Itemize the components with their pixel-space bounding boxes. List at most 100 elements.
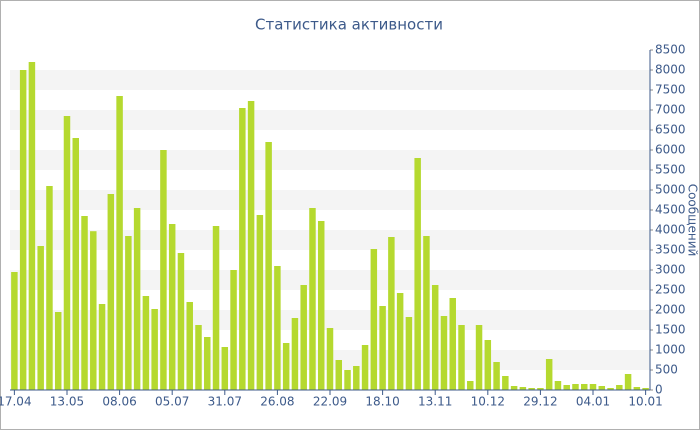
- bar: [458, 325, 465, 390]
- y-tick-label: 1000: [655, 343, 686, 357]
- y-tick-label: 6000: [655, 143, 686, 157]
- bar: [195, 325, 202, 390]
- bar: [309, 208, 316, 390]
- bar: [353, 366, 360, 390]
- bar: [46, 186, 53, 390]
- bar: [554, 381, 562, 390]
- x-tick-label: 18.10: [365, 395, 399, 409]
- bar: [90, 231, 97, 390]
- y-tick-label: 8000: [655, 63, 686, 77]
- bar: [274, 266, 281, 390]
- x-tick-label: 26.08: [260, 395, 294, 409]
- bar: [11, 272, 18, 390]
- bar: [326, 328, 334, 390]
- bar: [431, 285, 439, 390]
- x-tick-label: 22.09: [313, 395, 347, 409]
- bar: [563, 385, 570, 390]
- x-tick-label: 13.11: [418, 395, 452, 409]
- bar: [633, 387, 641, 390]
- bar: [581, 384, 588, 390]
- bar: [484, 340, 492, 390]
- x-tick-label: 08.06: [102, 395, 136, 409]
- grid-band: [10, 270, 650, 290]
- bar: [300, 285, 307, 390]
- bar: [607, 388, 614, 390]
- bar: [440, 316, 448, 390]
- bar: [256, 215, 264, 390]
- bar: [616, 385, 623, 390]
- y-tick-label: 5500: [655, 163, 686, 177]
- bar: [168, 224, 176, 390]
- bar: [247, 101, 255, 390]
- bar: [291, 318, 299, 390]
- y-tick-label: 7500: [655, 83, 686, 97]
- bar: [28, 62, 36, 390]
- x-tick-label: 13.05: [50, 395, 84, 409]
- bar: [598, 386, 606, 390]
- y-tick-label: 500: [655, 363, 678, 377]
- bar: [370, 249, 378, 390]
- bar: [160, 150, 167, 390]
- bar: [204, 337, 211, 390]
- grid-band: [10, 190, 650, 210]
- x-tick-label: 10.01: [628, 395, 662, 409]
- bar: [502, 376, 509, 390]
- y-axis-title: Сообщений: [686, 184, 700, 257]
- bar: [589, 384, 597, 390]
- bar: [519, 387, 527, 390]
- bar: [37, 246, 44, 390]
- y-tick-label: 7000: [655, 103, 686, 117]
- bar: [133, 208, 141, 390]
- bar: [344, 370, 351, 390]
- bar: [493, 362, 500, 390]
- y-tick-label: 4000: [655, 223, 686, 237]
- y-tick-label: 1500: [655, 323, 686, 337]
- grid-band: [10, 150, 650, 170]
- bar: [396, 293, 404, 390]
- bar: [379, 306, 386, 390]
- bar: [282, 343, 290, 390]
- bar: [239, 108, 246, 390]
- bar: [81, 216, 88, 390]
- bar: [142, 296, 150, 390]
- bar: [54, 312, 62, 390]
- bar: [449, 298, 456, 390]
- x-tick-label: 04.01: [576, 395, 610, 409]
- bar: [545, 359, 553, 390]
- bar: [98, 304, 106, 390]
- x-tick-label: 10.12: [471, 395, 505, 409]
- y-tick-label: 2000: [655, 303, 686, 317]
- y-tick-label: 3500: [655, 243, 686, 257]
- bar: [361, 345, 369, 390]
- grid-band: [10, 230, 650, 250]
- bar: [63, 116, 71, 390]
- grid-band: [10, 310, 650, 330]
- bar: [186, 302, 193, 390]
- bar: [72, 138, 79, 390]
- y-tick-label: 2500: [655, 283, 686, 297]
- bar: [116, 96, 123, 390]
- grid-band: [10, 110, 650, 130]
- bar: [212, 226, 220, 390]
- y-tick-label: 4500: [655, 203, 686, 217]
- bar: [405, 317, 413, 390]
- bar: [537, 388, 544, 390]
- y-tick-label: 5000: [655, 183, 686, 197]
- y-tick-label: 6500: [655, 123, 686, 137]
- grid-band: [10, 70, 650, 90]
- bar: [151, 309, 158, 390]
- x-tick-label: 05.07: [155, 395, 189, 409]
- bar: [510, 386, 518, 390]
- bar: [317, 221, 325, 390]
- bar: [19, 70, 27, 390]
- bar: [467, 381, 474, 390]
- bar: [642, 388, 649, 390]
- bar: [221, 347, 229, 390]
- y-tick-label: 0: [655, 383, 663, 397]
- bar: [528, 388, 535, 390]
- bar: [414, 158, 421, 390]
- bar: [265, 142, 272, 390]
- bar: [107, 194, 115, 390]
- bar: [475, 325, 483, 390]
